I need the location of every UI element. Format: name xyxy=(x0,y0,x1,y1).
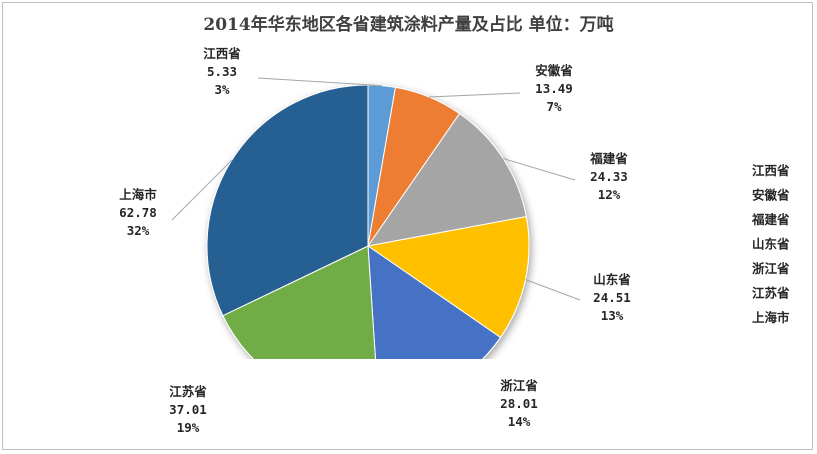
data-label: 安徽省 13.49 7% xyxy=(535,63,573,114)
data-label-value: 13.49 xyxy=(535,81,573,96)
pie-slice xyxy=(222,245,376,359)
data-label: 江西省 5.33 3% xyxy=(203,46,241,97)
data-label-name: 浙江省 xyxy=(500,378,538,393)
data-label-percent: 13% xyxy=(601,308,624,323)
data-label-name: 福建省 xyxy=(589,151,628,166)
data-label: 福建省 24.33 12% xyxy=(589,151,628,202)
leader-line xyxy=(257,77,382,87)
chart-title: 2014年华东地区各省建筑涂料产量及占比 单位：万吨 xyxy=(203,15,614,35)
data-label: 江苏省 37.01 19% xyxy=(169,384,207,435)
legend-item: 江苏省 xyxy=(752,286,790,301)
legend-item: 山东省 xyxy=(752,237,790,252)
data-label-percent: 12% xyxy=(598,187,621,202)
legend-item: 浙江省 xyxy=(752,261,790,276)
pie-slices xyxy=(206,84,530,359)
legend-item: 江西省 xyxy=(752,163,790,178)
pie-slice xyxy=(367,245,502,359)
data-label-name: 山东省 xyxy=(593,272,631,287)
data-label-name: 江苏省 xyxy=(169,384,207,399)
leader-line xyxy=(171,159,233,221)
data-label: 浙江省 28.01 14% xyxy=(500,378,538,429)
data-label-percent: 32% xyxy=(127,223,150,238)
legend-item: 福建省 xyxy=(751,212,790,227)
data-label-percent: 19% xyxy=(177,420,200,435)
data-label-value: 24.51 xyxy=(593,290,631,305)
data-label-value: 5.33 xyxy=(207,64,237,79)
data-label-percent: 3% xyxy=(214,82,230,97)
legend-item: 安徽省 xyxy=(752,188,790,203)
leader-line xyxy=(428,92,521,98)
data-label-value: 24.33 xyxy=(590,169,628,184)
legend-item: 上海市 xyxy=(752,310,790,325)
data-label: 山东省 24.51 13% xyxy=(593,272,631,323)
data-label-percent: 14% xyxy=(508,414,531,429)
pie-slice xyxy=(366,216,530,339)
leader-line xyxy=(525,279,581,301)
data-label-name: 上海市 xyxy=(119,187,157,202)
data-label-name: 安徽省 xyxy=(535,63,573,78)
data-label: 上海市 62.78 32% xyxy=(119,187,157,238)
data-label-name: 江西省 xyxy=(203,46,241,61)
data-label-percent: 7% xyxy=(546,99,562,114)
pie-slice xyxy=(206,84,369,317)
data-label-value: 28.01 xyxy=(500,396,538,411)
data-label-value: 37.01 xyxy=(169,402,207,417)
leader-line xyxy=(502,158,576,181)
data-label-value: 62.78 xyxy=(119,205,157,220)
